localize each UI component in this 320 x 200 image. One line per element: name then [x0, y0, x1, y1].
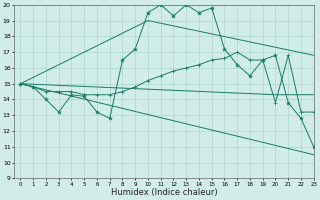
X-axis label: Humidex (Indice chaleur): Humidex (Indice chaleur) — [111, 188, 217, 197]
